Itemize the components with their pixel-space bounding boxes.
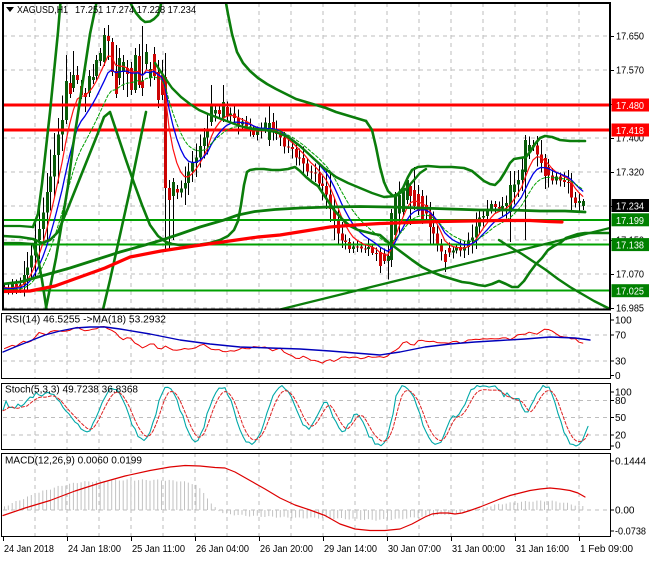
- svg-text:Stoch(5,3,3) 49.7238 36.8368: Stoch(5,3,3) 49.7238 36.8368: [5, 385, 138, 396]
- svg-text:-0.0738: -0.0738: [615, 526, 646, 537]
- svg-text:0.1444: 0.1444: [615, 456, 646, 467]
- svg-text:26 Jan 20:00: 26 Jan 20:00: [260, 544, 313, 555]
- svg-text:17.025: 17.025: [616, 287, 644, 298]
- svg-text:50: 50: [615, 413, 627, 424]
- svg-text:XAGUSD,H1: XAGUSD,H1: [17, 5, 68, 16]
- svg-text:17.480: 17.480: [616, 101, 644, 112]
- svg-text:0.00: 0.00: [615, 506, 635, 517]
- svg-text:0: 0: [615, 371, 621, 382]
- svg-text:26 Jan 04:00: 26 Jan 04:00: [196, 544, 249, 555]
- svg-text:70: 70: [615, 330, 627, 341]
- svg-text:17.199: 17.199: [616, 216, 644, 227]
- svg-text:24 Jan 18:00: 24 Jan 18:00: [68, 544, 121, 555]
- svg-text:1 Feb 09:00: 1 Feb 09:00: [580, 544, 633, 555]
- svg-text:100: 100: [615, 388, 632, 399]
- svg-text:25 Jan 11:00: 25 Jan 11:00: [132, 544, 185, 555]
- svg-text:17.070: 17.070: [616, 270, 644, 281]
- svg-text:30: 30: [615, 356, 627, 367]
- svg-text:31 Jan 16:00: 31 Jan 16:00: [516, 544, 569, 555]
- svg-text:0: 0: [615, 441, 621, 452]
- svg-text:17.320: 17.320: [616, 168, 644, 179]
- svg-text:17.418: 17.418: [616, 126, 644, 137]
- svg-text:16.985: 16.985: [616, 304, 644, 315]
- svg-text:17.234: 17.234: [616, 202, 644, 213]
- svg-text:17.138: 17.138: [616, 241, 644, 252]
- svg-text:17.400: 17.400: [616, 134, 644, 145]
- svg-text:31 Jan 00:00: 31 Jan 00:00: [452, 544, 505, 555]
- svg-text:24 Jan 2018: 24 Jan 2018: [4, 544, 54, 555]
- svg-text:100: 100: [615, 316, 632, 327]
- svg-text:17.251 17.274 17.228 17.234: 17.251 17.274 17.228 17.234: [75, 5, 196, 16]
- svg-text:17.650: 17.650: [616, 32, 644, 43]
- svg-text:17.570: 17.570: [616, 66, 644, 77]
- svg-text:29 Jan 14:00: 29 Jan 14:00: [324, 544, 377, 555]
- svg-text:30 Jan 07:00: 30 Jan 07:00: [388, 544, 441, 555]
- svg-text:RSI(14) 46.5255 ->MA(18) 53.2: RSI(14) 46.5255 ->MA(18) 53.2932: [5, 315, 166, 326]
- svg-text:20: 20: [615, 430, 627, 441]
- svg-text:80: 80: [615, 396, 627, 407]
- svg-text:MACD(12,26,9) 0.0060 0.0199: MACD(12,26,9) 0.0060 0.0199: [5, 456, 142, 467]
